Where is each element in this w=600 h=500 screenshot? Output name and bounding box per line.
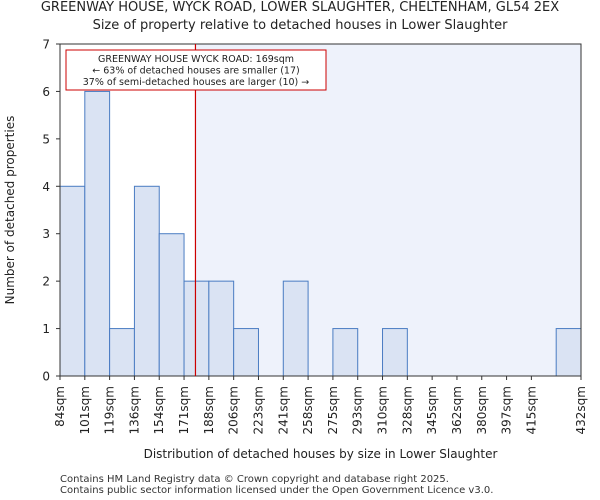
footer-line-1: Contains HM Land Registry data © Crown c… — [60, 474, 449, 485]
x-tick-label: 101sqm — [78, 386, 92, 434]
bar-241sqm — [282, 280, 309, 377]
annotation-line-3: 37% of semi-detached houses are larger (… — [83, 77, 310, 88]
bar-206sqm — [233, 328, 259, 377]
y-tick-label: 1 — [42, 322, 50, 336]
x-tick-label: 119sqm — [103, 386, 117, 434]
y-axis-label: Number of detached properties — [3, 116, 17, 305]
y-tick-label: 2 — [42, 275, 50, 289]
x-tick-label: 293sqm — [351, 386, 365, 434]
x-tick-label: 310sqm — [376, 386, 390, 434]
x-tick-label: 84sqm — [53, 386, 67, 427]
bar-188sqm — [208, 280, 235, 377]
y-tick-label: 6 — [42, 85, 50, 99]
x-tick-label: 188sqm — [202, 386, 216, 434]
x-tick-label: 432sqm — [574, 386, 588, 434]
annotation-line-2: ← 63% of detached houses are smaller (17… — [92, 66, 299, 77]
footer-line-2: Contains public sector information licen… — [60, 485, 494, 496]
y-tick-label: 3 — [42, 227, 50, 241]
bar-chart: 0 1 2 3 4 5 6 7 84sqm 101sqm 119sqm 136sqm 154sqm 17… — [3, 38, 588, 462]
x-tick-label: 223sqm — [251, 386, 265, 434]
bar-275sqm — [332, 328, 359, 377]
bar-119sqm — [109, 328, 135, 377]
bar-154sqm — [158, 233, 185, 377]
annotation-box: GREENWAY HOUSE WYCK ROAD: 169sqm ← 63% o… — [65, 49, 327, 91]
chart-title: GREENWAY HOUSE, WYCK ROAD, LOWER SLAUGHT… — [40, 0, 560, 15]
x-tick-label: 380sqm — [475, 386, 489, 434]
y-tick-label: 0 — [42, 370, 50, 384]
x-axis-label: Distribution of detached houses by size … — [144, 447, 498, 461]
bar-432sqm — [555, 328, 582, 377]
bar-171sqm — [183, 280, 210, 377]
x-tick-label: 345sqm — [425, 386, 439, 434]
bar-310sqm — [382, 328, 408, 377]
bar-101sqm — [84, 90, 111, 377]
x-tick-label: 275sqm — [326, 386, 340, 434]
x-tick-label: 241sqm — [276, 386, 290, 434]
larger-region-shade — [195, 44, 581, 376]
x-tick-label: 206sqm — [227, 386, 241, 434]
x-tick-label: 362sqm — [450, 386, 464, 434]
x-tick-label: 328sqm — [400, 386, 414, 434]
x-tick-label: 154sqm — [152, 386, 166, 434]
chart-subtitle: Size of property relative to detached ho… — [92, 18, 508, 33]
y-tick-label: 5 — [42, 132, 50, 146]
plot-frame — [59, 43, 582, 377]
x-tick-label: 258sqm — [301, 386, 315, 434]
y-tick-label: 7 — [42, 38, 50, 52]
x-tick-label: 171sqm — [177, 386, 191, 434]
bar-84sqm — [59, 185, 86, 377]
y-tick-label: 4 — [42, 180, 50, 194]
x-tick-label: 415sqm — [524, 386, 538, 434]
x-tick-label: 136sqm — [127, 386, 141, 434]
bar-136sqm — [133, 185, 160, 377]
annotation-border — [65, 49, 327, 91]
x-tick-label: 397sqm — [500, 386, 514, 434]
annotation-line-1: GREENWAY HOUSE WYCK ROAD: 169sqm — [98, 54, 294, 65]
